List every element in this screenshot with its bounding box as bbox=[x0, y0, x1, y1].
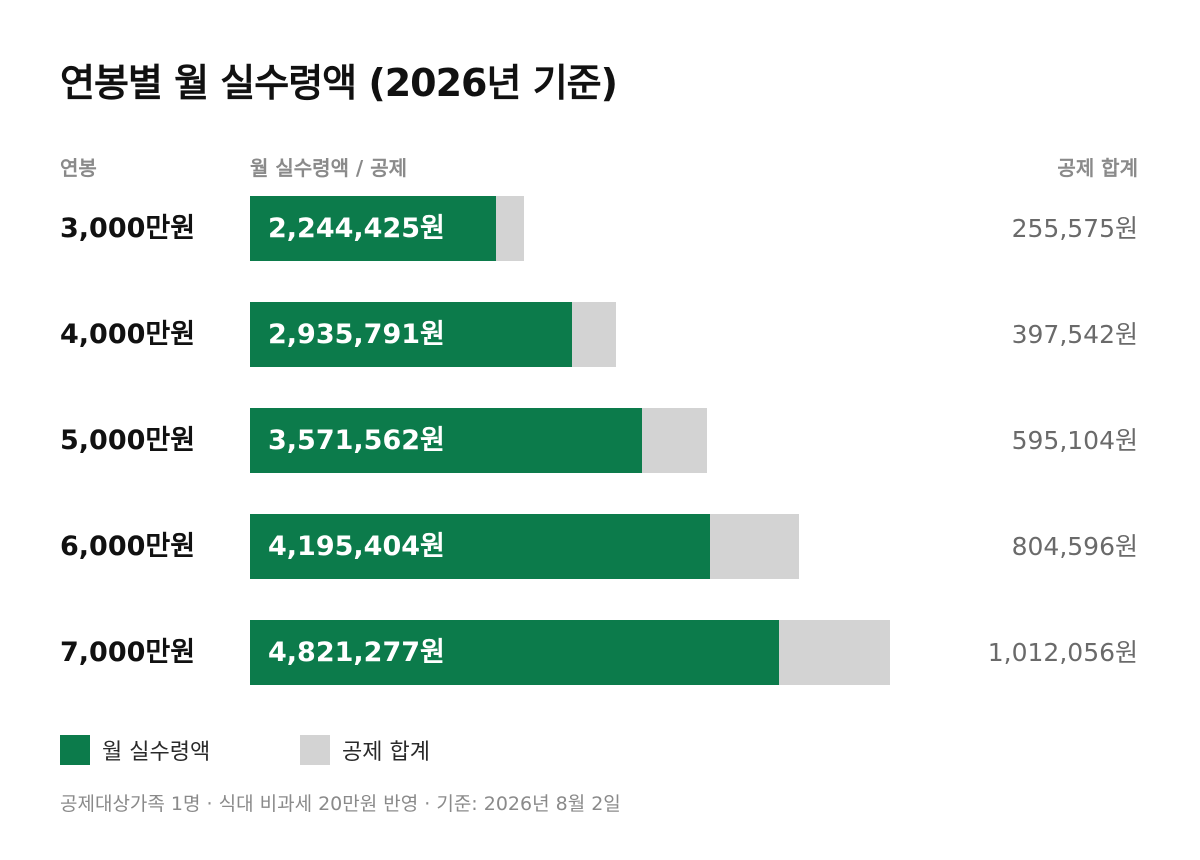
net-pay-data-label: 2,935,791원 bbox=[268, 319, 445, 350]
chart-row: 5,000만원 3,571,562원 595,104원 bbox=[0, 408, 1200, 473]
bar-net-pay bbox=[250, 408, 642, 473]
bar-deduction bbox=[710, 514, 799, 579]
bar-deduction bbox=[641, 408, 708, 473]
net-pay-data-label: 4,195,404원 bbox=[268, 531, 445, 562]
deduction-data-label: 255,575원 bbox=[1011, 214, 1138, 243]
legend-swatch-net bbox=[60, 735, 90, 765]
legend-item-net: 월 실수령액 bbox=[60, 735, 210, 765]
chart-row: 4,000만원 2,935,791원 397,542원 bbox=[0, 302, 1200, 367]
net-pay-data-label: 2,244,425원 bbox=[268, 213, 445, 244]
deduction-data-label: 804,596원 bbox=[1011, 532, 1138, 561]
net-pay-data-label: 3,571,562원 bbox=[268, 425, 445, 456]
legend-label-net: 월 실수령액 bbox=[102, 740, 211, 765]
bar-net-pay bbox=[250, 196, 497, 261]
salary-tick-label: 3,000만원 bbox=[60, 213, 196, 244]
legend-label-deduction: 공제 합계 bbox=[342, 740, 430, 765]
chart-title: 연봉별 월 실수령액 (2026년 기준) bbox=[60, 61, 618, 105]
salary-tick-label: 7,000만원 bbox=[60, 637, 196, 668]
bar-net-pay bbox=[250, 620, 779, 685]
deduction-data-label: 1,012,056원 bbox=[987, 638, 1138, 667]
salary-tick-label: 5,000만원 bbox=[60, 425, 196, 456]
deduction-data-label: 397,542원 bbox=[1011, 320, 1138, 349]
bar-deduction bbox=[778, 620, 890, 685]
footnote: 공제대상가족 1명 · 식대 비과세 20만원 반영 · 기준: 2026년 8… bbox=[60, 793, 621, 815]
column-header-salary: 연봉 bbox=[60, 156, 97, 180]
chart-row: 3,000만원 2,244,425원 255,575원 bbox=[0, 196, 1200, 261]
bar-deduction bbox=[496, 196, 525, 261]
salary-tick-label: 4,000만원 bbox=[60, 319, 196, 350]
bar-net-pay bbox=[250, 302, 573, 367]
chart-row: 6,000만원 4,195,404원 804,596원 bbox=[0, 514, 1200, 579]
chart-row: 7,000만원 4,821,277원 1,012,056원 bbox=[0, 620, 1200, 685]
bar-net-pay bbox=[250, 514, 711, 579]
bar-deduction bbox=[572, 302, 616, 367]
column-header-net-deduction: 월 실수령액 / 공제 bbox=[250, 156, 407, 180]
deduction-data-label: 595,104원 bbox=[1011, 426, 1138, 455]
net-pay-data-label: 4,821,277원 bbox=[268, 637, 445, 668]
legend-item-deduction: 공제 합계 bbox=[300, 735, 430, 765]
legend-swatch-deduction bbox=[300, 735, 330, 765]
salary-tick-label: 6,000만원 bbox=[60, 531, 196, 562]
column-header-deduction-total: 공제 합계 bbox=[1057, 156, 1138, 180]
